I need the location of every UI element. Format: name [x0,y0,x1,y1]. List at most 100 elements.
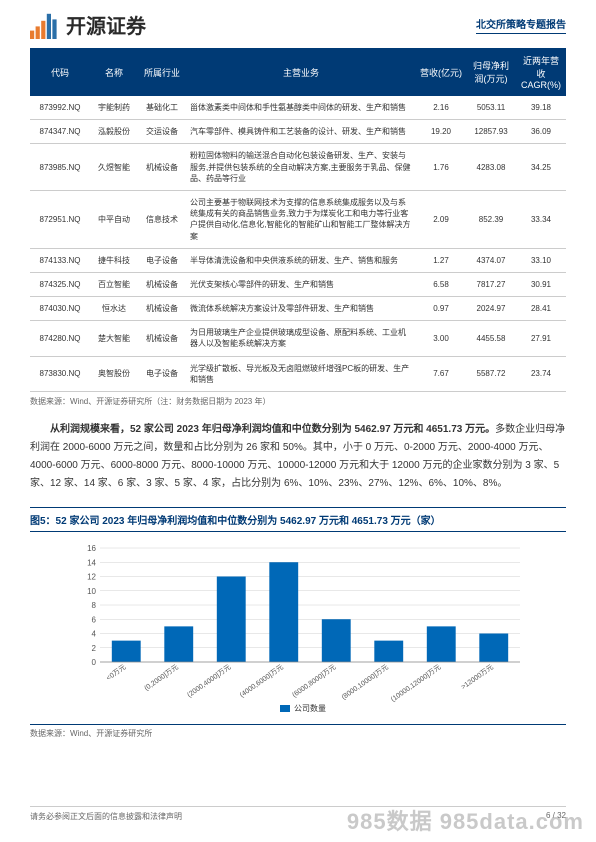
report-type: 北交所策略专题报告 [476,16,566,34]
cell-name: 捷牛科技 [90,248,138,272]
cell-name: 中平自动 [90,190,138,248]
th-revenue: 营收(亿元) [416,48,466,96]
svg-text:2: 2 [92,644,97,653]
cell-cagr: 34.25 [516,144,566,191]
cell-code: 874030.NQ [30,297,90,321]
cell-name: 恒水达 [90,297,138,321]
cell-ind: 电子设备 [138,356,186,391]
table-row: 874280.NQ楚大智能机械设备为日用玻璃生产企业提供玻璃成型设备、原配料系统… [30,321,566,356]
th-business: 主营业务 [186,48,416,96]
cell-ind: 电子设备 [138,248,186,272]
cell-prof: 5053.11 [466,96,516,120]
cell-rev: 2.09 [416,190,466,248]
table-row: 874325.NQ百立智能机械设备光伏支架核心零部件的研发、生产和销售6.587… [30,272,566,296]
cell-ind: 信息技术 [138,190,186,248]
cell-biz: 汽车零部件、模具铸件和工艺装备的设计、研发、生产和销售 [186,120,416,144]
watermark: 985数据 985data.com [347,804,584,836]
cell-prof: 12857.93 [466,120,516,144]
cell-prof: 4374.07 [466,248,516,272]
cell-name: 泓毅股份 [90,120,138,144]
chart-svg: 0246810121416<0万元(0,2000]万元(2000,4000]万元… [70,540,530,720]
cell-rev: 7.67 [416,356,466,391]
svg-text:(6000,8000]万元: (6000,8000]万元 [291,663,338,699]
table-row: 874347.NQ泓毅股份交运设备汽车零部件、模具铸件和工艺装备的设计、研发、生… [30,120,566,144]
cell-cagr: 33.10 [516,248,566,272]
svg-text:14: 14 [87,558,96,567]
svg-text:公司数量: 公司数量 [294,703,326,713]
th-profit: 归母净利润(万元) [466,48,516,96]
cell-biz: 光学级扩散板、导光板及无卤阻燃玻纤增强PC板的研发、生产和销售 [186,356,416,391]
cell-rev: 2.16 [416,96,466,120]
th-name: 名称 [90,48,138,96]
table-source: 数据来源：Wind、开源证券研究所（注：财务数据日期为 2023 年） [30,396,566,407]
cell-prof: 852.39 [466,190,516,248]
cell-rev: 1.76 [416,144,466,191]
company-table: 代码 名称 所属行业 主营业务 营收(亿元) 归母净利润(万元) 近两年营收CA… [30,48,566,392]
cell-cagr: 30.91 [516,272,566,296]
cell-cagr: 27.91 [516,321,566,356]
para-lead: 从利润规模来看，52 家公司 2023 年归母净利润均值和中位数分别为 5462… [50,424,495,435]
cell-code: 874133.NQ [30,248,90,272]
svg-text:(4000,6000]万元: (4000,6000]万元 [238,663,285,699]
svg-text:(8000,10000]万元: (8000,10000]万元 [340,663,390,701]
cell-biz: 甾体激素类中间体和手性氨基醇类中间体的研发、生产和销售 [186,96,416,120]
cell-ind: 机械设备 [138,144,186,191]
svg-text:16: 16 [87,544,96,553]
cell-rev: 0.97 [416,297,466,321]
cell-cagr: 28.41 [516,297,566,321]
cell-code: 872951.NQ [30,190,90,248]
analysis-paragraph: 从利润规模来看，52 家公司 2023 年归母净利润均值和中位数分别为 5462… [30,421,566,493]
cell-cagr: 23.74 [516,356,566,391]
table-row: 873830.NQ奥智股份电子设备光学级扩散板、导光板及无卤阻燃玻纤增强PC板的… [30,356,566,391]
svg-text:>12000万元: >12000万元 [460,663,495,691]
page-header: 开源证券 北交所策略专题报告 [0,0,596,44]
cell-code: 873985.NQ [30,144,90,191]
cell-biz: 半导体清洗设备和中央供液系统的研发、生产、销售和服务 [186,248,416,272]
cell-biz: 公司主要基于物联网技术为支撑的信息系统集成服务以及与系统集成有关的商品销售业务,… [186,190,416,248]
cell-biz: 微流体系统解决方案设计及零部件研发、生产和销售 [186,297,416,321]
table-row: 874030.NQ恒水达机械设备微流体系统解决方案设计及零部件研发、生产和销售0… [30,297,566,321]
cell-ind: 机械设备 [138,272,186,296]
th-cagr: 近两年营收CAGR(%) [516,48,566,96]
th-code: 代码 [30,48,90,96]
cell-cagr: 36.09 [516,120,566,144]
cell-name: 百立智能 [90,272,138,296]
cell-cagr: 39.18 [516,96,566,120]
cell-biz: 为日用玻璃生产企业提供玻璃成型设备、原配料系统、工业机器人以及智能系统解决方案 [186,321,416,356]
cell-name: 久煜智能 [90,144,138,191]
bar-chart: 0246810121416<0万元(0,2000]万元(2000,4000]万元… [30,540,566,720]
table-row: 874133.NQ捷牛科技电子设备半导体清洗设备和中央供液系统的研发、生产、销售… [30,248,566,272]
cell-name: 宇能制药 [90,96,138,120]
cell-code: 874325.NQ [30,272,90,296]
cell-name: 奥智股份 [90,356,138,391]
cell-ind: 机械设备 [138,321,186,356]
cell-code: 874347.NQ [30,120,90,144]
cell-prof: 4283.08 [466,144,516,191]
cell-ind: 机械设备 [138,297,186,321]
cell-cagr: 33.34 [516,190,566,248]
table-row: 873985.NQ久煜智能机械设备粉粒固体物料的输送混合自动化包装设备研发、生产… [30,144,566,191]
cell-biz: 光伏支架核心零部件的研发、生产和销售 [186,272,416,296]
cell-prof: 2024.97 [466,297,516,321]
cell-code: 873830.NQ [30,356,90,391]
svg-text:<0万元: <0万元 [105,663,128,682]
chart-title: 图5：52 家公司 2023 年归母净利润均值和中位数分别为 5462.97 万… [30,507,566,532]
cell-code: 873992.NQ [30,96,90,120]
table-row: 872951.NQ中平自动信息技术公司主要基于物联网技术为支撑的信息系统集成服务… [30,190,566,248]
cell-rev: 6.58 [416,272,466,296]
company-logo-icon [30,11,58,39]
svg-text:(10000,12000]万元: (10000,12000]万元 [389,663,442,703]
cell-prof: 7817.27 [466,272,516,296]
cell-code: 874280.NQ [30,321,90,356]
footer-disclaimer: 请务必参阅正文后面的信息披露和法律声明 [30,811,182,822]
company-name: 开源证券 [66,10,146,39]
svg-text:6: 6 [92,615,97,624]
svg-text:10: 10 [87,587,96,596]
cell-rev: 1.27 [416,248,466,272]
svg-text:0: 0 [92,658,97,667]
svg-text:(2000,4000]万元: (2000,4000]万元 [186,663,233,699]
table-row: 873992.NQ宇能制药基础化工甾体激素类中间体和手性氨基醇类中间体的研发、生… [30,96,566,120]
svg-text:8: 8 [92,601,97,610]
cell-ind: 交运设备 [138,120,186,144]
cell-name: 楚大智能 [90,321,138,356]
